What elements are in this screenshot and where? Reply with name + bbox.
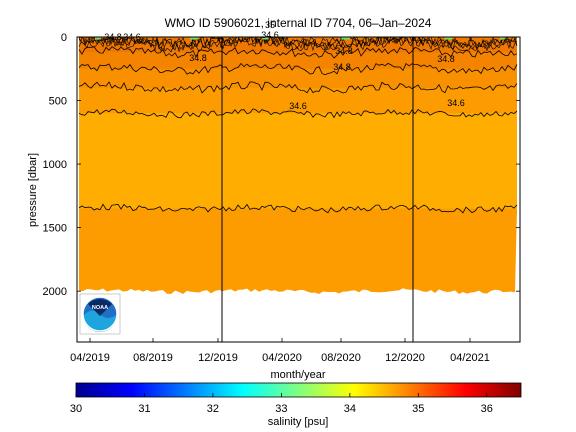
y-tick-label: 1500 [43, 223, 67, 235]
colorbar-tick-label: 35 [412, 403, 424, 415]
contour-label: 34.8 [333, 62, 351, 72]
surface-contour-3 [78, 37, 518, 51]
colorbar-tick-label: 34 [344, 403, 356, 415]
contour-line-3 [78, 81, 518, 94]
colorbar-tick-label: 32 [207, 403, 219, 415]
colorbar-tick-label: 30 [70, 403, 82, 415]
surface-contour-1 [78, 37, 517, 48]
surface-patch-3 [262, 37, 268, 40]
colorbar-tick-label: 36 [481, 403, 493, 415]
contour-label: 34.6 [447, 98, 465, 108]
x-tick-label: 04/2019 [70, 352, 110, 364]
contour-label: 34.8 [104, 32, 122, 42]
salinity-band-5 [79, 113, 517, 215]
chart-title: WMO ID 5906021, internal ID 7704, 06–Jan… [165, 16, 432, 30]
x-tick-label: 04/2021 [450, 352, 490, 364]
y-axis: 0 500 1000 1500 2000 [43, 32, 520, 298]
x-tick-label: 04/2020 [262, 352, 302, 364]
contour-line-5 [78, 203, 518, 214]
y-tick-label: 2000 [43, 286, 67, 298]
surface-patch-2 [190, 37, 198, 40]
surface-contour-4 [78, 37, 518, 53]
contour-label: 35 [265, 20, 275, 30]
plot-frame [76, 36, 521, 343]
svg-text:NOAA: NOAA [92, 305, 108, 311]
salinity-band-6 [79, 208, 517, 295]
colorbar-ticks: 30 31 32 33 34 35 36 [70, 393, 493, 415]
x-tick-label: 12/2020 [385, 352, 425, 364]
x-tick-label: 12/2019 [198, 352, 238, 364]
y-tick-label: 0 [61, 32, 67, 44]
contour-line-1 [78, 46, 518, 59]
contour-line-4 [78, 108, 518, 119]
x-tick-label: 08/2019 [133, 352, 173, 364]
x-tick-label: 08/2020 [321, 352, 361, 364]
contour-label: 34.6 [289, 101, 307, 111]
contour-label: 34.8 [189, 53, 207, 63]
surface-patch-6 [500, 37, 505, 40]
y-tick-label: 1000 [43, 159, 67, 171]
colorbar-label: salinity [psu] [268, 416, 329, 428]
contour-line-2 [78, 62, 518, 76]
contour-label: 34.6 [261, 30, 279, 40]
surface-patch-4 [340, 37, 350, 40]
surface-patch-1 [95, 37, 101, 40]
colorbar-tick-label: 31 [138, 403, 150, 415]
surface-green-patches [95, 37, 505, 40]
y-axis-label: pressure [dbar] [27, 153, 39, 227]
contour-label: 34.8 [437, 54, 455, 64]
surface-contour-2 [78, 37, 518, 50]
noaa-logo: NOAA [79, 293, 121, 335]
x-axis: 04/2019 08/2019 12/2019 04/2020 08/2020 12/20… [70, 37, 490, 364]
plot-area [78, 37, 518, 295]
contour-label: 34.6 [123, 32, 141, 42]
contour-label: 34.8 [335, 46, 353, 56]
salinity-band-4 [79, 87, 517, 120]
colorbar [75, 382, 522, 398]
y-tick-label: 500 [49, 96, 67, 108]
x-axis-label: month/year [270, 369, 325, 381]
colorbar-tick-label: 33 [275, 403, 287, 415]
surface-patch-5 [445, 37, 452, 40]
